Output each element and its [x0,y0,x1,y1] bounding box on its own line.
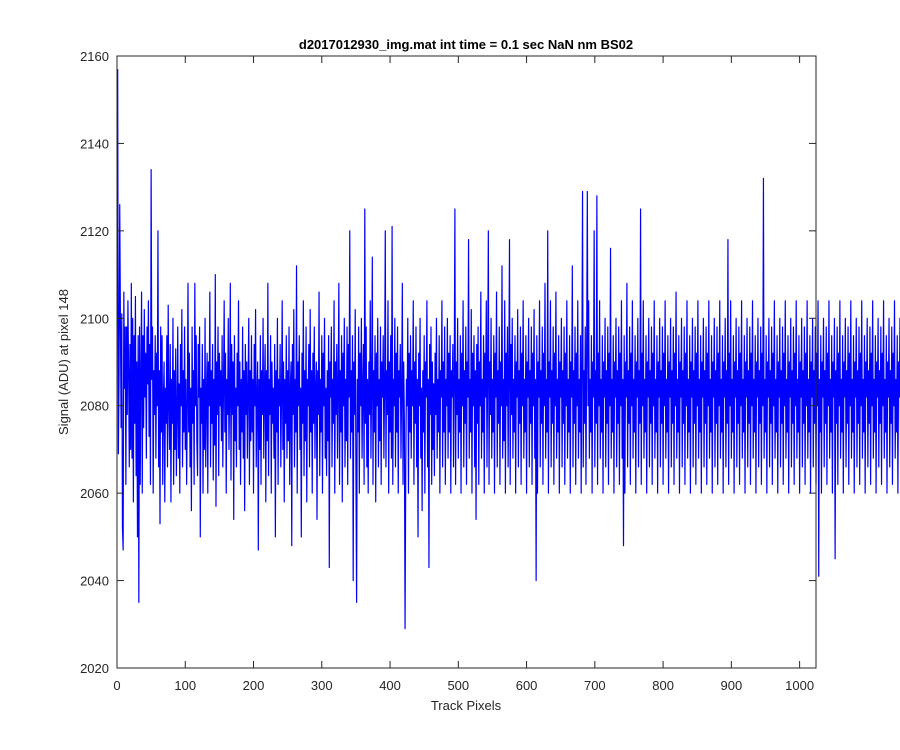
y-tick-label: 2100 [80,311,109,326]
x-tick-label: 200 [243,678,265,693]
y-tick-label: 2020 [80,661,109,676]
y-tick-label: 2040 [80,574,109,589]
x-tick-label: 1000 [785,678,814,693]
series-layer [117,69,900,630]
x-tick-label: 800 [652,678,674,693]
x-tick-label: 100 [174,678,196,693]
y-tick-label: 2120 [80,224,109,239]
x-axis-label: Track Pixels [431,698,502,713]
x-tick-label: 300 [311,678,333,693]
y-axis-label: Signal (ADU) at pixel 148 [56,289,71,435]
x-tick-label: 0 [113,678,120,693]
x-tick-label: 700 [584,678,606,693]
y-tick-label: 2140 [80,136,109,151]
x-tick-label: 900 [721,678,743,693]
x-tick-label: 500 [447,678,469,693]
axes-box [116,55,817,669]
series-line [117,69,900,630]
y-tick-label: 2160 [80,49,109,64]
ticks-layer: 0 100 200 300 400 500 600 700 800 900 1000 2020 2040… [80,49,816,693]
y-tick-label: 2060 [80,486,109,501]
chart-title: d2017012930_img.mat int time = 0.1 sec N… [299,37,633,52]
x-tick-label: 600 [516,678,538,693]
y-tick-label: 2080 [80,399,109,414]
x-tick-label: 400 [379,678,401,693]
